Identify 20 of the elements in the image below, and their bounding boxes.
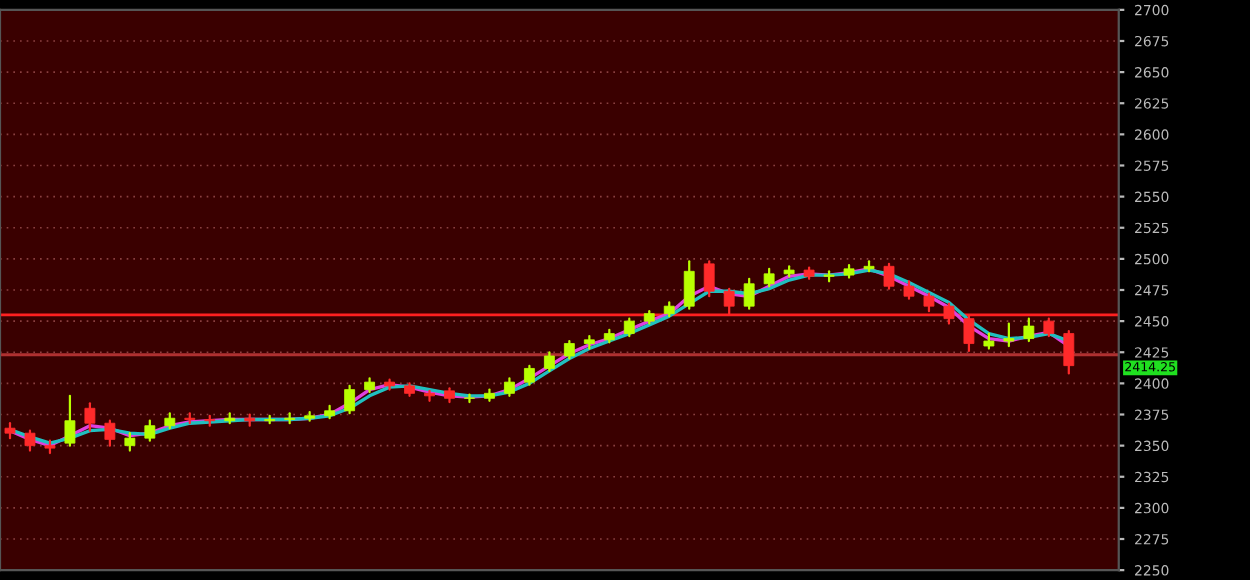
candlestick (104, 419, 116, 447)
candlestick (1003, 322, 1015, 348)
candlestick (204, 414, 216, 427)
candlestick (144, 419, 156, 442)
candlestick (703, 260, 715, 298)
candlestick (543, 351, 555, 373)
candlestick (184, 412, 196, 425)
candlestick (84, 402, 96, 432)
candlestick (1023, 317, 1035, 343)
candlestick (284, 412, 296, 425)
candlestick (1063, 329, 1075, 375)
candlestick (883, 262, 895, 290)
candlestick (64, 394, 76, 447)
candlestick (24, 429, 36, 452)
candlestick (523, 364, 535, 386)
candlestick (464, 393, 475, 404)
candlestick (743, 277, 755, 310)
candlestick (683, 260, 695, 310)
candlestick (344, 384, 356, 415)
candlestick (424, 389, 435, 402)
